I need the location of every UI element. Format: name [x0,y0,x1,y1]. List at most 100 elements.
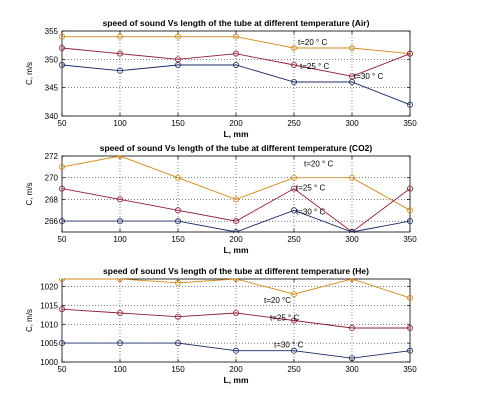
data-point [290,317,297,324]
x-tick-label: 250 [287,119,301,128]
data-point [290,185,297,192]
data-point [174,56,181,63]
series-3 [59,340,413,362]
data-point [117,33,124,40]
data-point [232,62,239,69]
y-tick-label: 340 [45,112,59,121]
y-tick-label: 1005 [40,339,58,348]
x-axis-label: L, mm [223,375,248,385]
series-line [61,308,410,329]
series-line [61,155,411,211]
data-point [59,340,66,347]
x-tick-label: 250 [287,235,301,244]
data-point [59,218,66,225]
x-tick-label: 150 [171,119,185,128]
x-tick-label: 300 [345,365,359,374]
y-tick-label: 345 [45,84,59,93]
x-tick-label: 150 [171,235,185,244]
x-axis-label: L, mm [223,245,248,255]
data-point [232,309,239,316]
data-point [117,309,124,316]
y-axis-label: C, m/s [25,62,34,85]
data-point [406,50,413,57]
chart-panel: 50 100 150 200 250 300 350 1000 1005 1010 1015 1020… [25,266,417,385]
data-point [406,294,413,301]
y-tick-label: 1015 [40,301,58,310]
data-point [59,163,66,170]
y-axis-label: C, m/s [25,309,34,332]
data-point [406,218,413,225]
data-point [349,229,355,233]
x-tick-label: 300 [345,235,359,244]
y-axis-label: C, m/s [25,182,34,205]
series-line [61,64,411,106]
series-label: t=30 ° C [296,207,325,216]
y-tick-label: 1020 [40,283,58,292]
data-point [59,62,66,69]
data-point [174,62,181,69]
data-point [348,45,355,52]
x-tick-label: 100 [113,365,127,374]
data-point [232,218,239,225]
y-tick-label: 266 [45,217,59,226]
data-point [290,62,297,69]
chart-title: speed of sound Vs length of the tube at … [100,143,373,153]
y-tick-label: 350 [45,55,59,64]
data-point [290,45,297,52]
data-point [290,347,297,354]
x-tick-label: 50 [58,365,67,374]
series-line [62,342,411,359]
data-point [348,73,355,80]
chart-panel: 50 100 150 200 250 300 350 266 268 270 272 speed of… [25,143,417,255]
data-point [348,174,355,181]
data-point [59,33,66,40]
x-tick-label: 100 [113,119,127,128]
x-tick-label: 200 [229,365,243,374]
data-point [174,340,181,347]
data-point [232,50,239,57]
series-label: t=20 °C [264,296,291,305]
data-point [232,347,239,354]
series-label: t=30 ° C [274,341,303,350]
data-point [348,79,355,86]
data-point [174,313,181,320]
x-tick-label: 200 [229,235,243,244]
series-1 [59,155,413,214]
data-point [233,278,239,282]
data-point [406,347,413,354]
data-point [348,355,355,362]
series-label: t=25 ° C [270,314,299,323]
series-label: t=25 ° C [300,62,329,71]
data-point [290,174,297,181]
series-3 [59,207,413,233]
series-line [61,47,411,77]
data-point [232,33,239,40]
data-point [59,45,66,52]
data-point [59,185,66,192]
data-point [406,207,413,214]
data-point [349,278,355,282]
y-tick-label: 268 [45,195,59,204]
x-tick-label: 350 [403,119,417,128]
data-point [117,50,124,57]
data-point [174,207,181,214]
data-point [290,291,297,298]
x-axis-label: L, mm [223,129,248,139]
y-tick-label: 270 [45,174,59,183]
x-tick-label: 100 [113,235,127,244]
x-tick-label: 150 [171,365,185,374]
x-tick-label: 200 [229,119,243,128]
x-tick-label: 350 [403,235,417,244]
data-point [406,185,413,192]
data-point [348,325,355,332]
data-point [406,325,413,332]
chart-panel: 50 100 150 200 250 300 350 340 345 350 355 speed of… [25,18,417,139]
x-tick-label: 50 [58,235,67,244]
data-point [117,196,124,203]
data-point [59,306,66,313]
data-point [290,79,297,86]
y-tick-label: 355 [45,27,59,36]
series-3 [59,62,413,108]
data-point [232,196,239,203]
